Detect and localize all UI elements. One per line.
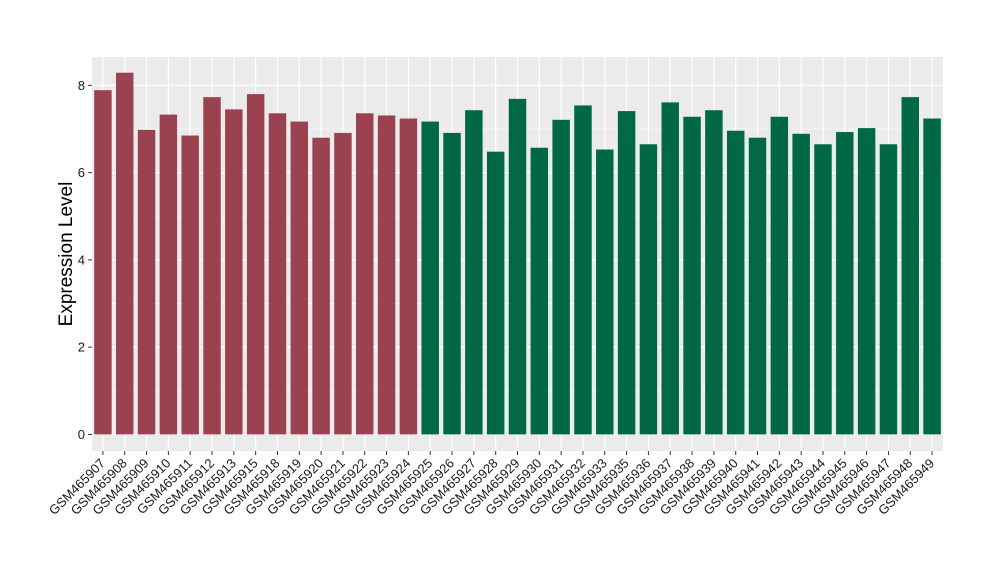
bar-GSM465947	[879, 144, 898, 435]
x-axis: GSM465907GSM465908GSM465909GSM465910GSM4…	[46, 451, 937, 518]
y-tick-label: 2	[78, 340, 85, 355]
bar-GSM465936	[639, 144, 658, 435]
bar-GSM465928	[486, 151, 505, 435]
y-axis: 0 2 4 6 8	[78, 78, 92, 442]
bar-GSM465945	[836, 132, 854, 435]
bar-GSM465926	[443, 132, 461, 435]
bar-GSM465943	[792, 133, 810, 435]
bar-GSM465915	[246, 94, 265, 435]
y-axis-title: Expression Level	[56, 182, 77, 327]
bar-GSM465938	[683, 116, 701, 435]
bar-GSM465933	[596, 149, 614, 435]
bar-GSM465907	[94, 90, 112, 435]
bar-GSM465908	[116, 72, 134, 435]
bar-GSM465927	[465, 110, 483, 435]
bar-GSM465942	[770, 116, 789, 435]
bar-GSM465912	[203, 97, 221, 435]
bar-GSM465940	[726, 130, 745, 435]
y-tick-label: 4	[78, 252, 85, 267]
bar-GSM465913	[225, 109, 243, 435]
bar-GSM465909	[137, 129, 156, 435]
bar-GSM465925	[421, 121, 439, 435]
y-tick-label: 6	[78, 165, 85, 180]
bar-GSM465935	[617, 111, 636, 435]
bar-GSM465939	[705, 110, 723, 435]
bar-GSM465941	[748, 137, 767, 435]
bar-GSM465932	[574, 105, 592, 435]
bar-GSM465919	[290, 121, 309, 435]
bar-GSM465918	[268, 113, 287, 435]
y-tick-label: 8	[78, 78, 85, 93]
bar-GSM465921	[334, 132, 352, 435]
y-tick-label: 0	[78, 427, 85, 442]
bar-GSM465910	[159, 114, 178, 435]
bar-GSM465911	[181, 135, 199, 435]
bar-GSM465923	[377, 115, 396, 435]
bar-GSM465929	[508, 98, 527, 435]
bar-GSM465949	[923, 118, 941, 435]
bar-GSM465930	[530, 147, 549, 435]
bar-GSM465924	[399, 118, 418, 435]
bar-GSM465948	[901, 97, 919, 435]
bars-layer	[94, 72, 941, 435]
bar-GSM465931	[552, 119, 570, 435]
bar-GSM465946	[857, 128, 876, 435]
bar-GSM465937	[661, 102, 679, 435]
bar-GSM465944	[814, 144, 832, 435]
bar-GSM465920	[312, 137, 330, 435]
bar-GSM465922	[356, 113, 374, 435]
